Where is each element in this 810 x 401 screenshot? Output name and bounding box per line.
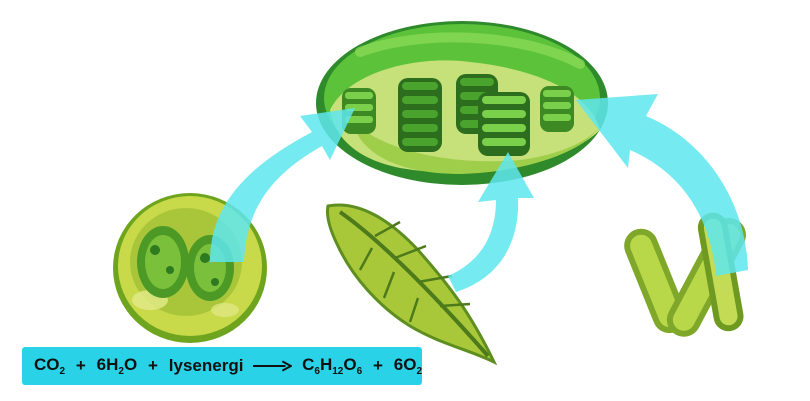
plus-sign: + [148, 356, 158, 375]
product-glucose: C6H12O6 [302, 355, 363, 377]
product-oxygen: 6O2 [393, 355, 422, 377]
plus-sign: + [75, 356, 86, 375]
reactant-water: 6H2O [96, 355, 138, 377]
arrow-cell-to-chloroplast [210, 108, 355, 262]
leaf-illustration [326, 203, 498, 366]
reaction-arrow-icon [253, 360, 293, 372]
photosynthesis-equation: CO2 + 6H2O + lysenergi C6H12O6 + 6O2 [22, 347, 422, 385]
chloroplast-illustration [316, 21, 608, 185]
reactant-co2: CO2 [34, 355, 66, 377]
reactant-light-energy: lysenergi [168, 356, 244, 375]
arrow-leaf-to-chloroplast [448, 152, 534, 292]
grana-stacks [342, 74, 574, 156]
arrow-algae-to-chloroplast [576, 94, 748, 276]
plus-sign: + [372, 356, 383, 375]
